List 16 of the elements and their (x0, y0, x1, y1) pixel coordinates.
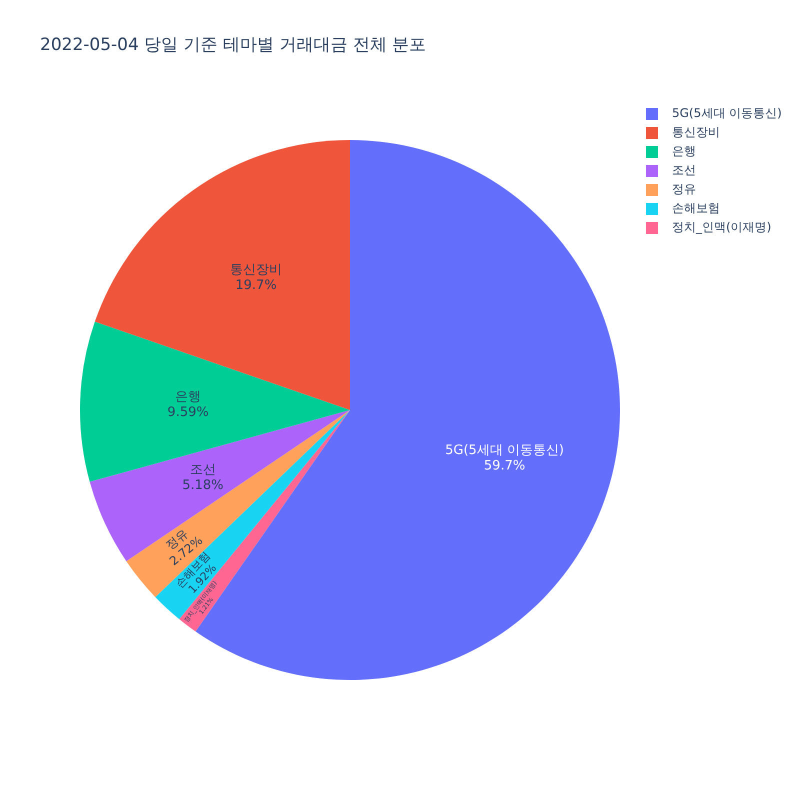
data-label: 5.18% (182, 478, 224, 493)
data-label: 59.7% (484, 458, 526, 474)
chart-title: 2022-05-04 당일 기준 테마별 거래대금 전체 분포 (40, 34, 426, 56)
legend-label: 손해보험 (672, 200, 720, 217)
data-label: 9.59% (167, 404, 209, 420)
slice-label: 조선 (190, 462, 216, 478)
legend-label: 통신장비 (672, 124, 720, 141)
legend-label: 조선 (672, 162, 696, 179)
data-label: 19.7% (235, 278, 277, 294)
legend-label: 은행 (672, 143, 696, 160)
slice-label: 통신장비 (230, 262, 282, 278)
legend-label: 정유 (672, 181, 696, 198)
slice-label: 은행 (175, 389, 202, 404)
legend-label: 5G(5세대 이동통신) (672, 105, 782, 122)
legend-label: 정치_인맥(이재명) (672, 219, 772, 236)
slice-label: 5G(5세대 이동통신) (445, 443, 564, 458)
